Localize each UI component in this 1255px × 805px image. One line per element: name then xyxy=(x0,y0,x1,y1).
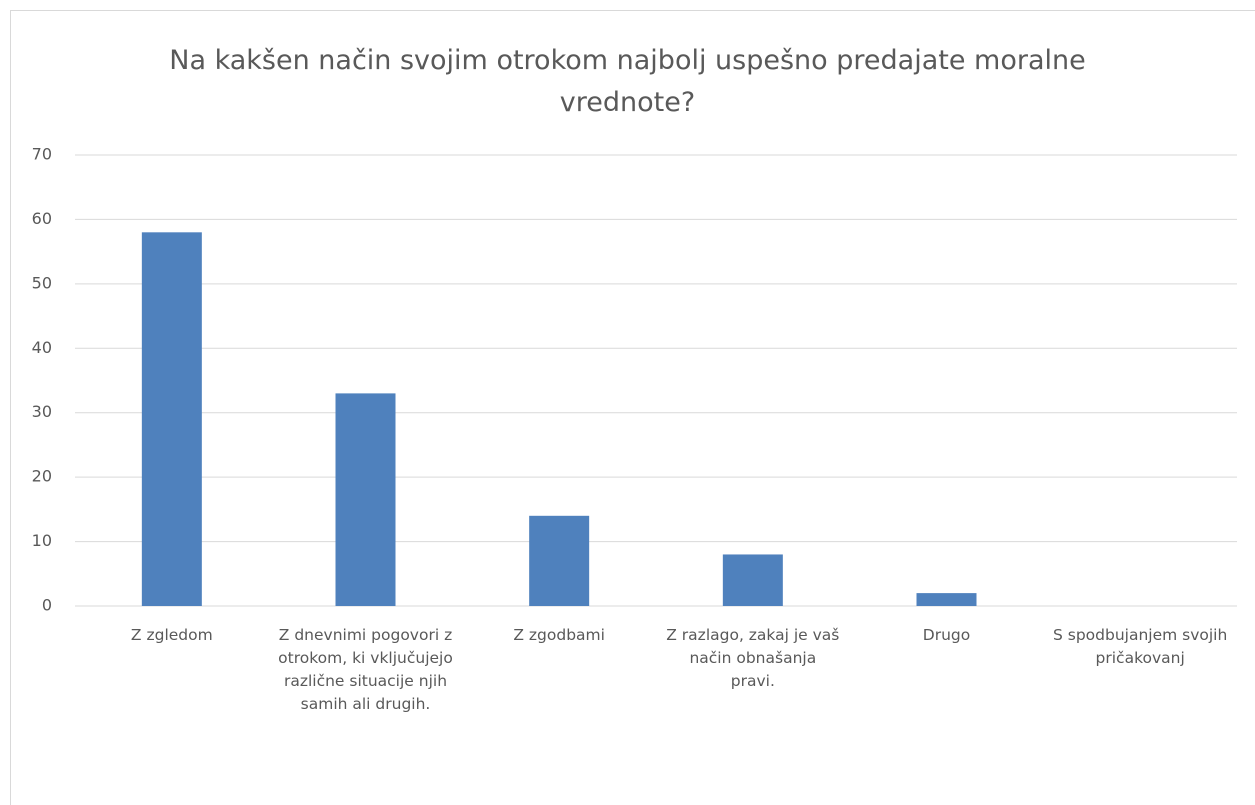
x-tick-label: S spodbujanjem svojih pričakovanj xyxy=(1052,626,1228,667)
bar xyxy=(722,554,783,606)
y-tick-label: 60 xyxy=(32,209,52,228)
y-tick-label: 70 xyxy=(32,145,52,164)
bar xyxy=(916,593,977,606)
y-tick-label: 30 xyxy=(32,402,52,421)
x-tick-label: Drugo xyxy=(922,626,971,644)
y-tick-label: 40 xyxy=(32,338,52,357)
y-tick-label: 10 xyxy=(32,531,52,550)
bar xyxy=(529,515,590,606)
bar xyxy=(141,232,202,607)
x-tick-label: Z dnevnimi pogovori z otrokom, ki vključ… xyxy=(278,626,453,713)
chart-border xyxy=(10,10,1255,805)
bar xyxy=(335,393,396,606)
x-tick-label: Z zgodbami xyxy=(513,626,605,644)
y-tick-label: 20 xyxy=(32,467,52,486)
chart-title: Na kakšen način svojim otrokom najbolj u… xyxy=(169,45,1086,118)
x-tick-label: Z razlago, zakaj je vaš način obnašanja … xyxy=(666,626,840,690)
y-tick-label: 0 xyxy=(42,596,52,615)
x-tick-label: Z zgledom xyxy=(130,626,213,644)
y-tick-label: 50 xyxy=(32,273,52,292)
